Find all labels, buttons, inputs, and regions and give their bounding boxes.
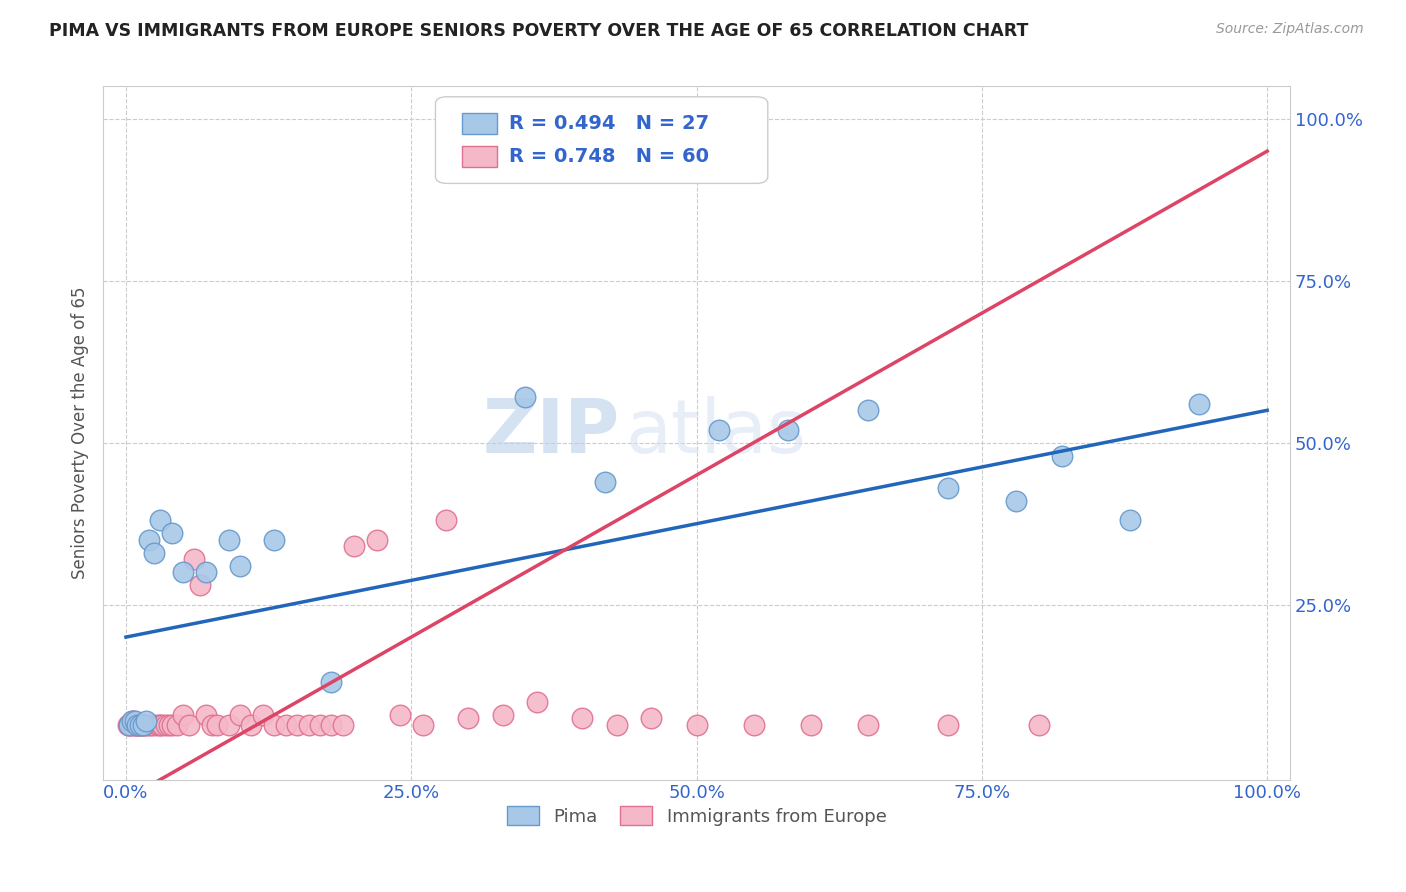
Text: R = 0.748   N = 60: R = 0.748 N = 60 bbox=[509, 147, 709, 166]
Point bbox=[152, 717, 174, 731]
Point bbox=[321, 675, 343, 690]
Point bbox=[117, 717, 139, 731]
Point bbox=[491, 707, 513, 722]
Point bbox=[149, 717, 172, 731]
Point bbox=[856, 403, 879, 417]
Point bbox=[143, 717, 166, 731]
Point bbox=[297, 717, 319, 731]
Y-axis label: Seniors Poverty Over the Age of 65: Seniors Poverty Over the Age of 65 bbox=[72, 286, 89, 579]
Point bbox=[138, 717, 160, 731]
Text: ZIP: ZIP bbox=[482, 396, 620, 469]
Point bbox=[343, 540, 366, 554]
Point bbox=[388, 707, 411, 722]
Legend: Pima, Immigrants from Europe: Pima, Immigrants from Europe bbox=[499, 799, 894, 833]
Point bbox=[124, 717, 146, 731]
Point bbox=[685, 717, 707, 731]
Point bbox=[457, 711, 479, 725]
Point bbox=[139, 717, 162, 731]
Point bbox=[125, 717, 148, 731]
Point bbox=[194, 707, 217, 722]
Point bbox=[122, 714, 145, 729]
Point bbox=[149, 513, 172, 527]
Point bbox=[229, 558, 252, 573]
Point bbox=[240, 717, 263, 731]
Point bbox=[177, 717, 200, 731]
Point bbox=[776, 423, 799, 437]
Point bbox=[160, 526, 183, 541]
Text: Source: ZipAtlas.com: Source: ZipAtlas.com bbox=[1216, 22, 1364, 37]
Point bbox=[188, 578, 211, 592]
Point bbox=[172, 707, 194, 722]
Point bbox=[132, 717, 155, 731]
Point bbox=[138, 533, 160, 547]
Point bbox=[132, 717, 155, 731]
FancyBboxPatch shape bbox=[461, 146, 498, 167]
Point bbox=[143, 546, 166, 560]
Point bbox=[309, 717, 332, 731]
Point bbox=[120, 717, 142, 731]
Point bbox=[1050, 449, 1073, 463]
FancyBboxPatch shape bbox=[461, 112, 498, 134]
Text: R = 0.494   N = 27: R = 0.494 N = 27 bbox=[509, 113, 709, 133]
Point bbox=[118, 717, 141, 731]
Point bbox=[936, 481, 959, 495]
Point bbox=[121, 714, 143, 729]
Point bbox=[285, 717, 308, 731]
Point bbox=[155, 717, 177, 731]
Point bbox=[856, 717, 879, 731]
Point bbox=[166, 717, 188, 731]
Point bbox=[434, 513, 457, 527]
Point bbox=[800, 717, 823, 731]
Point bbox=[218, 717, 240, 731]
Point bbox=[160, 717, 183, 731]
Point bbox=[412, 717, 434, 731]
Point bbox=[183, 552, 205, 566]
Point bbox=[229, 707, 252, 722]
Point bbox=[207, 717, 229, 731]
Point bbox=[332, 717, 354, 731]
Point bbox=[936, 717, 959, 731]
Point bbox=[134, 717, 156, 731]
Point bbox=[526, 695, 548, 709]
Point bbox=[135, 717, 157, 731]
Point bbox=[157, 717, 180, 731]
Point bbox=[118, 717, 141, 731]
Point bbox=[1028, 717, 1050, 731]
Text: atlas: atlas bbox=[626, 396, 807, 469]
Point bbox=[366, 533, 388, 547]
Point bbox=[263, 533, 285, 547]
Point bbox=[194, 566, 217, 580]
Point bbox=[129, 717, 152, 731]
FancyBboxPatch shape bbox=[436, 96, 768, 184]
Point bbox=[128, 717, 150, 731]
Point bbox=[200, 717, 222, 731]
Point bbox=[606, 717, 628, 731]
Point bbox=[742, 717, 765, 731]
Point bbox=[124, 714, 146, 729]
Point bbox=[263, 717, 285, 731]
Point bbox=[128, 717, 150, 731]
Point bbox=[1005, 494, 1028, 508]
Point bbox=[128, 717, 150, 731]
Point bbox=[593, 475, 616, 489]
Point bbox=[709, 423, 731, 437]
Point bbox=[640, 711, 662, 725]
Point bbox=[571, 711, 593, 725]
Point bbox=[135, 714, 157, 729]
Point bbox=[515, 390, 537, 404]
Point bbox=[1119, 513, 1142, 527]
Point bbox=[127, 717, 149, 731]
Point bbox=[121, 714, 143, 729]
Point bbox=[274, 717, 297, 731]
Point bbox=[127, 717, 149, 731]
Text: PIMA VS IMMIGRANTS FROM EUROPE SENIORS POVERTY OVER THE AGE OF 65 CORRELATION CH: PIMA VS IMMIGRANTS FROM EUROPE SENIORS P… bbox=[49, 22, 1029, 40]
Point bbox=[121, 717, 143, 731]
Point bbox=[1188, 397, 1211, 411]
Point bbox=[218, 533, 240, 547]
Point bbox=[321, 717, 343, 731]
Point bbox=[172, 566, 194, 580]
Point bbox=[252, 707, 274, 722]
Point bbox=[146, 717, 169, 731]
